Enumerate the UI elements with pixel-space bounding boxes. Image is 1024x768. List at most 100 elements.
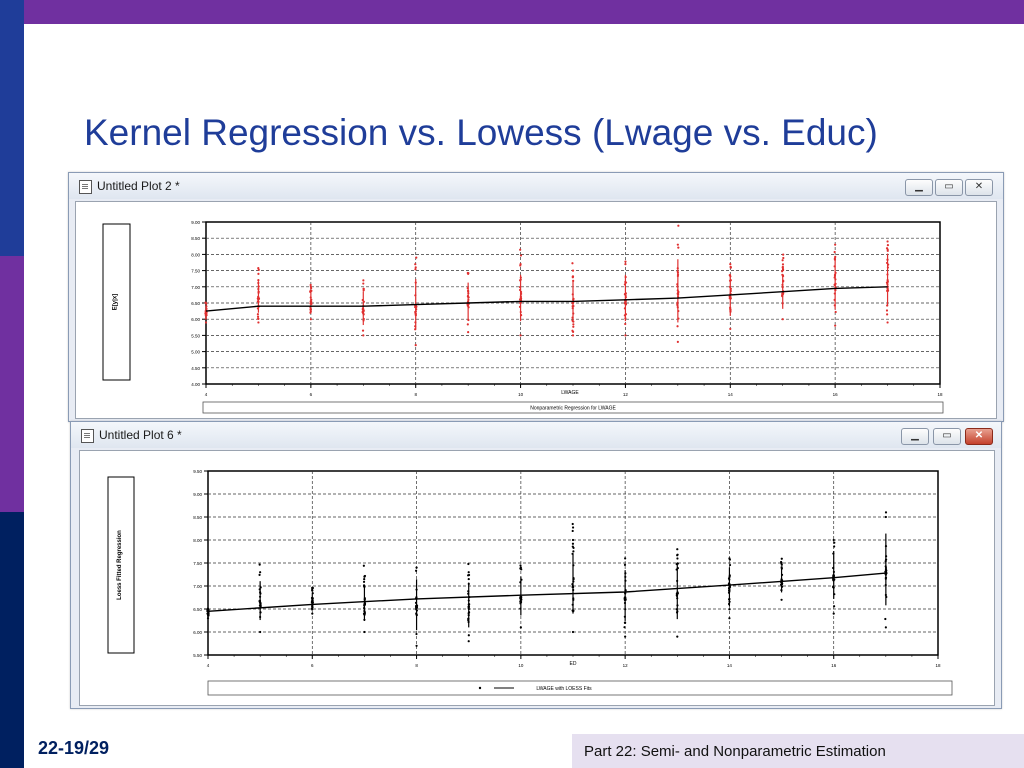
data-point xyxy=(885,309,889,312)
data-point xyxy=(781,263,785,266)
y-tick-label: 7.50 xyxy=(193,561,202,566)
x-tick-label: 18 xyxy=(937,392,943,397)
data-point xyxy=(362,287,365,290)
data-point xyxy=(309,285,312,288)
data-point xyxy=(886,244,890,247)
x-tick-label: 12 xyxy=(623,663,629,668)
data-point xyxy=(677,224,680,227)
maximize-icon: ▭ xyxy=(942,430,952,441)
lowess-regression-chart: Loess Fitted Regression 5.50 6.00 6.50 7.00 7… xyxy=(107,469,953,696)
data-point xyxy=(414,569,418,572)
x-tick-label: 4 xyxy=(207,663,210,668)
left-bar-segment xyxy=(0,256,24,512)
data-point xyxy=(728,563,732,567)
data-point xyxy=(729,263,732,266)
window-titlebar[interactable]: Untitled Plot 2 * ▁ ▭ ✕ xyxy=(69,173,1003,199)
data-point xyxy=(781,266,784,269)
data-point xyxy=(572,546,575,550)
data-point xyxy=(884,617,887,621)
data-point xyxy=(467,574,470,577)
data-point xyxy=(467,577,470,581)
x-tick-label: 12 xyxy=(623,392,629,397)
data-point xyxy=(884,511,888,514)
data-point xyxy=(572,323,575,326)
data-point xyxy=(414,263,417,266)
plot-area[interactable]: Loess Fitted Regression 5.50 6.00 6.50 7.00 7… xyxy=(79,450,995,706)
left-bar-segment xyxy=(0,512,24,768)
data-point xyxy=(571,276,574,279)
data-point xyxy=(206,617,210,620)
footer-text: Part 22: Semi- and Nonparametric Estimat… xyxy=(584,743,886,760)
data-point xyxy=(258,573,261,576)
y-tick-label: 6.00 xyxy=(193,630,202,635)
close-button[interactable]: ✕ xyxy=(965,179,993,196)
data-point xyxy=(833,541,836,544)
data-point xyxy=(362,289,365,292)
maximize-button[interactable]: ▭ xyxy=(933,428,961,445)
data-point xyxy=(572,550,575,553)
x-tick-label: 16 xyxy=(833,392,839,397)
data-point xyxy=(884,626,887,629)
data-point xyxy=(728,608,731,611)
data-point xyxy=(571,529,574,533)
data-point xyxy=(676,340,679,343)
data-point xyxy=(886,249,889,252)
data-point xyxy=(780,561,783,565)
y-tick-label: 5.50 xyxy=(191,333,200,338)
data-point xyxy=(309,318,312,321)
left-accent-bar xyxy=(0,0,24,768)
data-point xyxy=(257,268,260,271)
y-tick-label: 5.50 xyxy=(193,653,202,658)
y-tick-label: 8.50 xyxy=(191,236,200,241)
data-point xyxy=(832,538,835,542)
data-point xyxy=(571,334,575,337)
legend-box xyxy=(207,680,953,696)
data-point xyxy=(206,607,210,611)
data-point xyxy=(257,266,260,270)
legend-label: Nonparametric Regression for LWAGE xyxy=(530,406,616,412)
x-tick-label: 4 xyxy=(205,392,208,397)
y-tick-label: 7.50 xyxy=(191,269,200,274)
data-point xyxy=(833,605,836,608)
data-point xyxy=(782,256,785,260)
window-title: Untitled Plot 6 * xyxy=(99,428,182,442)
minimize-button[interactable]: ▁ xyxy=(905,179,933,196)
data-point xyxy=(310,586,314,590)
data-point xyxy=(729,327,732,331)
data-point xyxy=(362,334,365,337)
fit-line xyxy=(205,286,888,312)
data-point xyxy=(519,564,522,567)
y-tick-label: 4.00 xyxy=(191,382,200,387)
data-point xyxy=(624,635,627,638)
data-point xyxy=(362,282,365,285)
plot-window-kernel[interactable]: Untitled Plot 2 * ▁ ▭ ✕ E[y|x] 4.00 4.50 5.… xyxy=(68,172,1004,422)
data-point xyxy=(519,626,522,629)
data-point xyxy=(257,321,260,324)
kernel-regression-chart: E[y|x] 4.00 4.50 5.00 5.50 6.00 6.50 7.00 7.50 8.… xyxy=(102,220,944,414)
data-point xyxy=(259,571,262,574)
data-point xyxy=(571,526,575,529)
data-point xyxy=(519,334,522,337)
data-point xyxy=(572,330,575,333)
data-point xyxy=(624,263,627,266)
window-titlebar[interactable]: Untitled Plot 6 * ▁ ▭ ✕ xyxy=(71,422,1001,448)
close-icon: ✕ xyxy=(974,430,984,441)
minimize-button[interactable]: ▁ xyxy=(901,428,929,445)
data-point xyxy=(467,272,470,275)
x-tick-label: 8 xyxy=(414,392,417,397)
data-point xyxy=(311,592,314,595)
data-point xyxy=(833,545,836,548)
data-point xyxy=(256,313,259,316)
legend-box xyxy=(202,401,944,414)
maximize-button[interactable]: ▭ xyxy=(935,179,963,196)
y-tick-label: 8.00 xyxy=(193,538,202,543)
data-point xyxy=(257,317,260,320)
document-icon xyxy=(79,180,92,194)
close-button[interactable]: ✕ xyxy=(965,428,993,445)
x-axis-label: LWAGE xyxy=(561,390,579,396)
data-point xyxy=(361,329,365,332)
plot-window-lowess[interactable]: Untitled Plot 6 * ▁ ▭ ✕ Loess Fitted Reg… xyxy=(70,421,1002,709)
plot-area[interactable]: E[y|x] 4.00 4.50 5.00 5.50 6.00 6.50 7.00 7.50 8.… xyxy=(75,201,997,419)
y-tick-label: 8.50 xyxy=(193,515,202,520)
fit-line xyxy=(207,572,886,612)
